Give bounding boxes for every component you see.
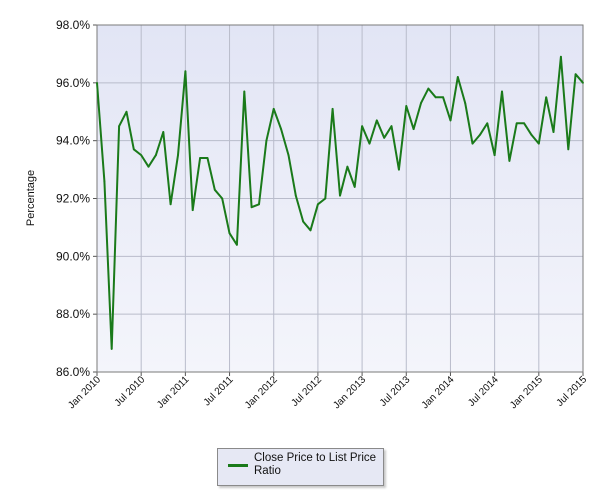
data-point [250, 206, 253, 209]
data-point [383, 136, 386, 139]
data-point [184, 70, 187, 73]
data-point [368, 142, 371, 145]
data-point [346, 165, 349, 168]
data-point [243, 90, 246, 93]
data-point [324, 197, 327, 200]
data-point [515, 122, 518, 125]
x-tick-label: Jul 2011 [202, 374, 236, 408]
data-point [228, 232, 231, 235]
data-point [272, 107, 275, 110]
x-axis-ticks: Jan 2010 Jul 2010 Jan 2011 Jul 2011 Jan 2012… [66, 372, 589, 411]
data-point [280, 128, 282, 131]
x-tick-label: Jan 2010 [66, 374, 103, 411]
data-point [294, 194, 297, 197]
data-point [199, 157, 201, 159]
x-tick-label: Jan 2012 [243, 374, 280, 411]
data-point [552, 131, 555, 133]
data-point [265, 139, 268, 142]
data-point [412, 128, 415, 131]
data-point [486, 122, 489, 125]
y-axis-title: Percentage [25, 170, 37, 226]
data-point [169, 203, 172, 206]
data-point [206, 157, 209, 159]
data-point [398, 168, 400, 171]
data-point [317, 203, 319, 206]
y-tick-label: 90.0% [56, 249, 90, 263]
data-point [162, 131, 165, 133]
x-tick-label: Jul 2010 [113, 374, 148, 409]
data-point [427, 87, 430, 90]
data-point [523, 122, 525, 125]
data-point [574, 73, 577, 76]
data-point [221, 197, 224, 200]
y-tick-label: 96.0% [56, 76, 90, 90]
data-point [147, 165, 150, 168]
data-point [155, 154, 157, 157]
data-point [140, 154, 143, 157]
series-layer [96, 55, 584, 350]
y-tick-label: 98.0% [56, 18, 90, 32]
legend: Close Price to List Price Ratio [217, 448, 384, 486]
data-point [103, 180, 106, 183]
x-tick-label: Jul 2012 [290, 374, 325, 409]
data-point [331, 107, 334, 110]
data-point [493, 154, 496, 157]
data-point [479, 133, 481, 136]
data-point [530, 133, 533, 136]
data-point [118, 125, 120, 128]
data-point [464, 102, 467, 104]
data-point [537, 142, 540, 145]
data-point [302, 220, 305, 223]
data-point [132, 148, 135, 151]
x-tick-label: Jul 2013 [378, 374, 413, 409]
data-point [361, 125, 363, 128]
data-point [353, 186, 356, 188]
y-tick-label: 86.0% [56, 365, 90, 379]
data-point [287, 154, 290, 157]
line-chart: 86.0% 88.0% 90.0% 92.0% 94.0% 96.0% 98.0% Jan … [25, 18, 589, 411]
data-point [442, 96, 444, 99]
data-point [375, 119, 378, 122]
data-point [390, 125, 393, 128]
data-point [125, 110, 128, 113]
data-point [501, 90, 503, 93]
data-point [508, 160, 511, 162]
data-point [405, 105, 408, 107]
data-point [191, 209, 194, 211]
x-tick-label: Jul 2015 [555, 374, 590, 409]
data-point [434, 96, 437, 99]
x-tick-label: Jan 2013 [331, 374, 368, 411]
chart-area: 86.0% 88.0% 90.0% 92.0% 94.0% 96.0% 98.0% Jan … [25, 18, 589, 411]
data-point [339, 194, 341, 197]
data-point [471, 142, 474, 145]
data-point [420, 102, 422, 104]
x-tick-label: Jan 2014 [420, 374, 457, 411]
legend-label: Close Price to List Price Ratio [254, 452, 377, 477]
data-point [213, 188, 216, 191]
data-point [177, 154, 179, 157]
legend-swatch [228, 464, 248, 467]
x-tick-label: Jan 2011 [155, 374, 192, 411]
data-point [309, 229, 312, 232]
y-tick-label: 88.0% [56, 307, 90, 321]
plot-border [96, 24, 584, 373]
data-point [449, 119, 452, 122]
y-tick-label: 94.0% [56, 134, 90, 148]
y-axis-ticks: 86.0% 88.0% 90.0% 92.0% 94.0% 96.0% 98.0% [56, 18, 97, 379]
data-point [110, 347, 113, 350]
data-point [456, 76, 459, 78]
y-tick-label: 92.0% [56, 192, 90, 206]
data-point [96, 81, 98, 84]
data-point [582, 81, 584, 84]
data-point [560, 55, 562, 58]
x-tick-label: Jan 2015 [508, 374, 545, 411]
data-point [567, 148, 570, 151]
data-point [236, 243, 238, 246]
x-tick-label: Jul 2014 [466, 374, 501, 409]
data-point [545, 96, 548, 99]
data-point [258, 203, 260, 206]
